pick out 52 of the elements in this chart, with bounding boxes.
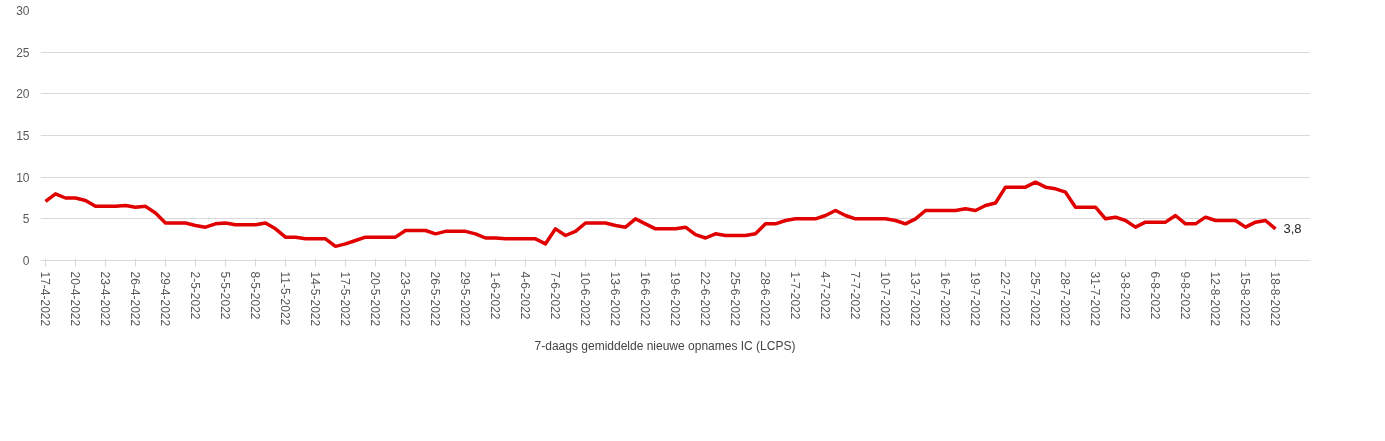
- x-tick-label: 15-8-2022: [1238, 271, 1252, 327]
- x-tick-label: 11-5-2022: [278, 271, 292, 326]
- x-tick-label: 9-8-2022: [1178, 271, 1192, 320]
- x-tick-label: 1-6-2022: [488, 271, 502, 320]
- x-tick-label: 20-4-2022: [68, 271, 82, 327]
- x-tick-label: 7-6-2022: [548, 271, 562, 320]
- x-tick-label: 4-6-2022: [518, 271, 532, 320]
- x-tick-label: 29-4-2022: [158, 271, 172, 327]
- x-tick-label: 25-6-2022: [728, 271, 742, 327]
- x-tick-label: 28-6-2022: [758, 271, 772, 327]
- x-tick-label: 31-7-2022: [1088, 271, 1102, 327]
- x-tick-label: 10-7-2022: [878, 271, 892, 327]
- y-tick-label: 15: [16, 129, 30, 143]
- x-tick-label: 12-8-2022: [1208, 271, 1222, 327]
- x-tick-label: 8-5-2022: [248, 271, 262, 320]
- y-tick-label: 5: [22, 212, 30, 227]
- x-tick-label: 23-5-2022: [398, 271, 412, 327]
- x-tick-label: 22-6-2022: [698, 271, 712, 327]
- y-tick-label: 30: [16, 4, 30, 18]
- y-tick-label: 0: [22, 254, 30, 268]
- y-tick-label: 20: [16, 87, 30, 102]
- x-tick-label: 16-7-2022: [938, 271, 952, 327]
- x-tick-label: 10-6-2022: [578, 271, 592, 327]
- x-tick-label: 14-5-2022: [308, 271, 322, 327]
- x-tick-label: 26-4-2022: [128, 271, 142, 327]
- x-tick-label: 23-4-2022: [98, 271, 112, 327]
- x-tick-label: 20-5-2022: [368, 271, 382, 327]
- y-tick-label: 25: [16, 45, 30, 60]
- x-tick-label: 29-5-2022: [458, 271, 472, 327]
- x-tick-label: 7-7-2022: [848, 271, 862, 320]
- x-tick-label: 13-7-2022: [908, 271, 922, 327]
- data-label: 3,8: [1283, 221, 1302, 237]
- x-tick-label: 22-7-2022: [998, 271, 1012, 327]
- x-tick-label: 17-4-2022: [38, 271, 52, 327]
- x-tick-label: 4-7-2022: [818, 271, 832, 320]
- y-tick-label: 10: [16, 170, 30, 185]
- x-tick-label: 13-6-2022: [608, 271, 622, 327]
- x-tick-label: 18-8-2022: [1268, 271, 1282, 327]
- x-tick-label: 5-5-2022: [218, 271, 232, 320]
- line-series: [43, 180, 1278, 249]
- x-tick-label: 25-7-2022: [1028, 271, 1042, 327]
- x-tick-label: 16-6-2022: [638, 271, 652, 327]
- x-tick-label: 17-5-2022: [338, 271, 352, 327]
- x-tick-label: 2-5-2022: [188, 271, 202, 320]
- x-tick-label: 26-5-2022: [428, 271, 442, 327]
- x-tick-label: 19-6-2022: [668, 271, 682, 327]
- text: 7-daags gemiddelde nieuwe opnames IC (LCPS): [534, 339, 796, 353]
- x-tick-label: 19-7-2022: [968, 271, 982, 327]
- x-tick-label: 1-7-2022: [788, 271, 802, 320]
- x-tick-label: 3-8-2022: [1118, 271, 1132, 320]
- x-tick-label: 28-7-2022: [1058, 271, 1072, 327]
- x-tick-label: 6-8-2022: [1148, 271, 1162, 320]
